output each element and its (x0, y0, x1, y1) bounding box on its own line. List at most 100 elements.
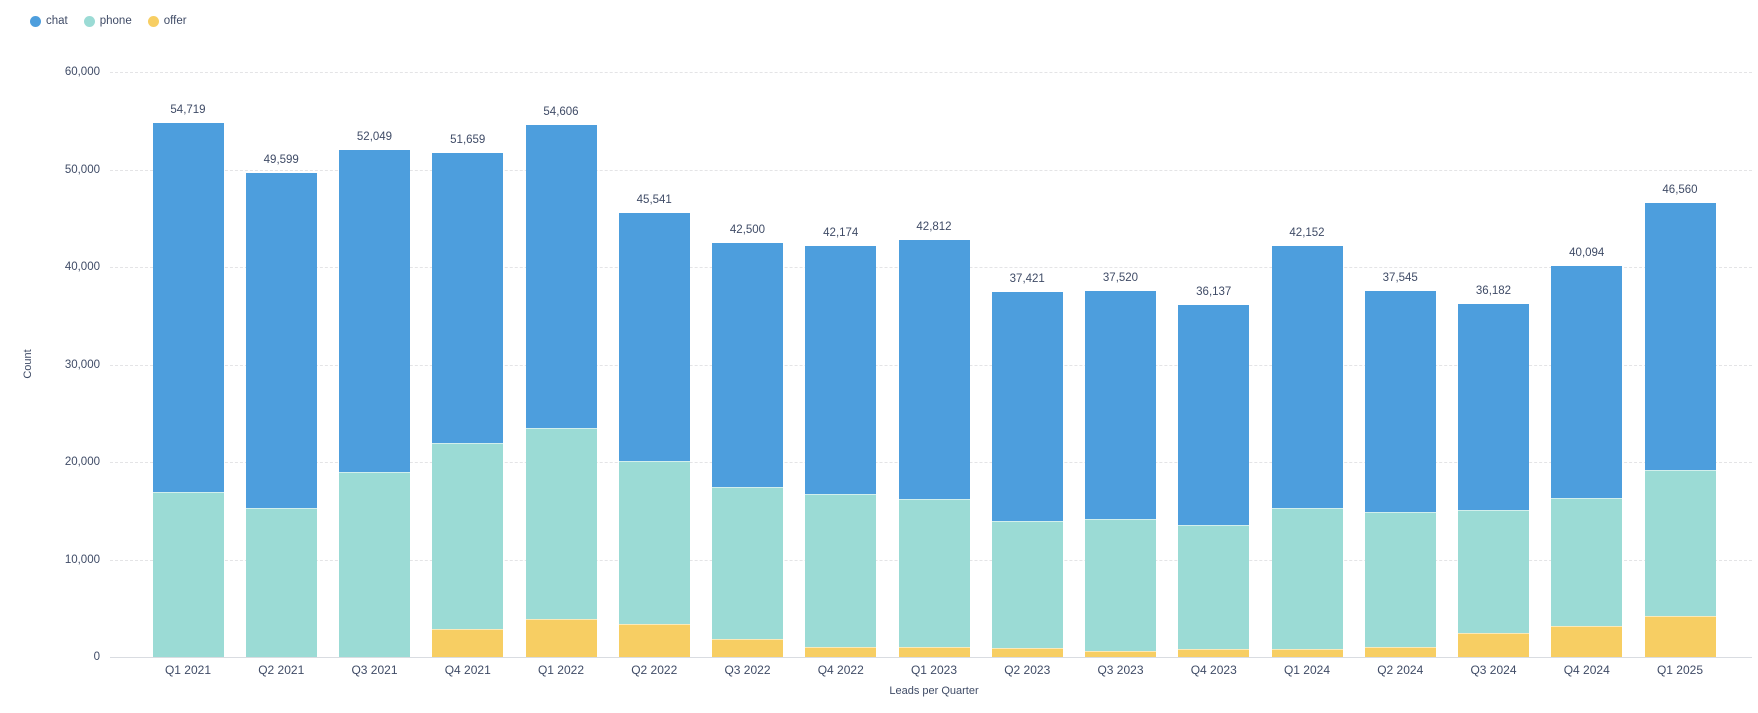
bar-group-q4-2023 (1178, 304, 1250, 657)
bar-group-q1-2025 (1644, 203, 1716, 657)
bar-segment-chat[interactable] (1551, 266, 1623, 498)
bar-segment-phone[interactable] (1085, 518, 1156, 651)
y-tick-label: 40,000 (64, 261, 100, 273)
x-category-label: Q2 2023 (1004, 663, 1051, 677)
bar-segment-chat[interactable] (805, 245, 877, 495)
bar-segment-chat[interactable] (1458, 304, 1529, 511)
bar-total-label: 37,421 (1009, 273, 1045, 286)
bar-total-label: 42,152 (1289, 227, 1325, 240)
bar-total-label: 42,174 (823, 226, 859, 239)
x-category-label: Q3 2021 (351, 663, 398, 677)
bar-segment-phone[interactable] (805, 494, 877, 648)
bar-total-label: 54,719 (170, 104, 206, 117)
bar-segment-chat[interactable] (432, 153, 504, 444)
bar-group-q1-2022 (525, 124, 597, 657)
x-category-label: Q4 2024 (1563, 663, 1610, 677)
bar-segment-chat[interactable] (245, 173, 317, 509)
bar-total-label: 54,606 (543, 105, 579, 118)
x-category-label: Q2 2022 (631, 663, 678, 677)
legend-item-phone[interactable]: phone (83, 15, 132, 27)
legend-marker-chat-icon (30, 15, 41, 27)
bar-segment-chat[interactable] (525, 124, 597, 428)
bar-group-q3-2021 (339, 149, 410, 657)
bar-group-q2-2022 (618, 212, 690, 657)
bar-segment-chat[interactable] (152, 123, 224, 493)
bar-segment-phone[interactable] (339, 471, 410, 657)
bar-total-label: 42,812 (916, 220, 952, 233)
y-tick-label: 10,000 (64, 553, 100, 566)
x-category-label: Q4 2023 (1190, 663, 1237, 677)
bar-group-q1-2021 (152, 123, 224, 657)
y-tick-label: 30,000 (64, 358, 100, 371)
bar-segment-phone[interactable] (152, 492, 224, 657)
legend-label-chat: chat (46, 15, 68, 27)
gridline (110, 169, 1752, 171)
bar-segment-chat[interactable] (1644, 203, 1716, 471)
bar-total-label: 45,541 (636, 193, 672, 206)
bar-segment-phone[interactable] (1364, 511, 1436, 648)
bar-segment-chat[interactable] (898, 239, 970, 500)
bar-segment-offer[interactable] (432, 629, 504, 657)
bar-group-q3-2023 (1085, 291, 1156, 657)
bar-segment-phone[interactable] (712, 487, 783, 640)
chart-legend: chat phone offer (30, 15, 187, 27)
gridline (110, 72, 1752, 73)
bar-total-label: 49,599 (263, 154, 299, 167)
bar-total-label: 51,659 (450, 134, 486, 147)
bar-segment-phone[interactable] (245, 508, 317, 657)
y-tick-label: 0 (93, 651, 100, 663)
bar-segment-offer[interactable] (1178, 649, 1250, 657)
bar-segment-offer[interactable] (525, 618, 597, 657)
bar-segment-phone[interactable] (432, 443, 504, 630)
bar-segment-offer[interactable] (991, 647, 1063, 657)
bar-segment-chat[interactable] (1271, 246, 1343, 509)
legend-label-offer: offer (163, 15, 187, 27)
x-category-label: Q4 2022 (817, 663, 864, 677)
bar-segment-chat[interactable] (1085, 291, 1156, 519)
x-category-label: Q1 2025 (1656, 663, 1704, 677)
bar-segment-phone[interactable] (1458, 510, 1529, 633)
bar-segment-offer[interactable] (1551, 625, 1623, 657)
bar-total-label: 42,500 (729, 223, 766, 236)
x-category-label: Q1 2022 (537, 663, 585, 677)
bar-segment-chat[interactable] (618, 212, 690, 462)
bar-segment-offer[interactable] (1458, 632, 1529, 657)
bar-segment-chat[interactable] (712, 242, 783, 488)
bar-segment-offer[interactable] (1271, 649, 1343, 657)
bar-segment-offer[interactable] (1364, 647, 1436, 657)
bar-segment-chat[interactable] (339, 149, 410, 472)
bar-segment-phone[interactable] (898, 499, 970, 647)
bar-segment-phone[interactable] (1644, 470, 1716, 617)
bar-segment-chat[interactable] (991, 292, 1063, 522)
x-category-label: Q3 2022 (724, 663, 771, 677)
bar-segment-chat[interactable] (1178, 304, 1250, 526)
bar-segment-offer[interactable] (712, 639, 783, 657)
bar-segment-offer[interactable] (618, 623, 690, 657)
bar-group-q2-2024 (1364, 290, 1436, 657)
bar-total-label: 36,137 (1196, 285, 1232, 298)
bar-total-label: 46,560 (1662, 184, 1698, 197)
bar-segment-offer[interactable] (1644, 616, 1716, 657)
bar-segment-phone[interactable] (1271, 508, 1343, 650)
bar-segment-phone[interactable] (991, 521, 1063, 648)
bar-total-label: 40,094 (1569, 247, 1605, 260)
legend-item-chat[interactable]: chat (30, 15, 68, 27)
legend-marker-offer-icon (147, 15, 159, 27)
bar-group-q1-2024 (1271, 246, 1343, 657)
bar-segment-phone[interactable] (1551, 497, 1623, 626)
bar-segment-chat[interactable] (1364, 290, 1436, 512)
bar-total-label: 52,049 (356, 130, 393, 143)
x-category-label: Q3 2024 (1470, 663, 1517, 677)
bar-group-q3-2024 (1458, 304, 1529, 657)
bar-group-q4-2022 (805, 245, 877, 657)
bar-segment-phone[interactable] (618, 461, 690, 624)
x-category-label: Q1 2023 (910, 663, 958, 677)
bar-group-q2-2021 (245, 173, 317, 657)
bar-segment-phone[interactable] (1178, 525, 1250, 650)
bar-segment-phone[interactable] (525, 427, 597, 619)
bar-segment-offer[interactable] (898, 646, 970, 657)
bar-segment-offer[interactable] (805, 647, 877, 657)
legend-item-offer[interactable]: offer (147, 15, 187, 27)
bar-segment-offer[interactable] (1085, 650, 1156, 657)
